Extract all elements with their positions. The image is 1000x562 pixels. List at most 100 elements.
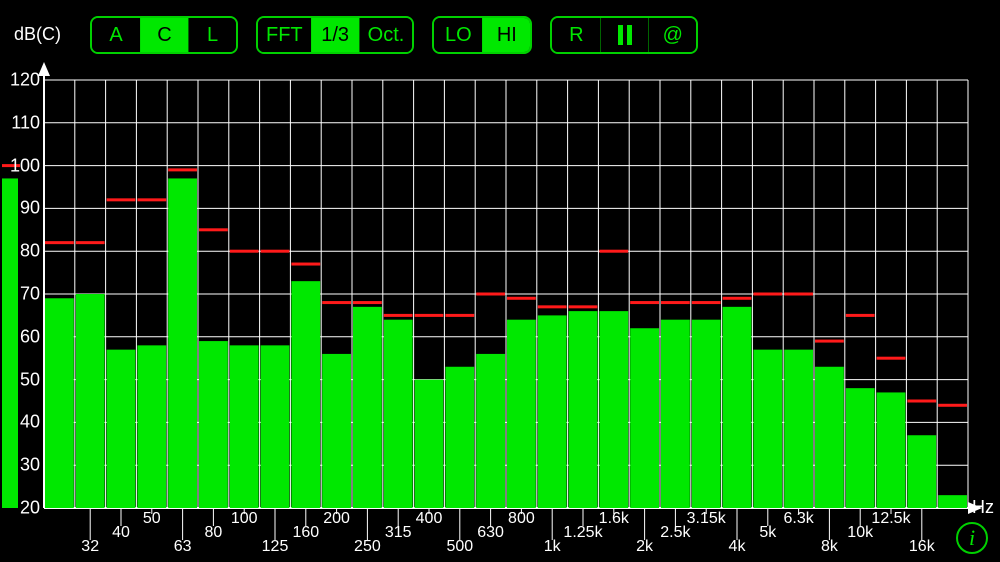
- range-lo[interactable]: LO: [434, 18, 482, 52]
- peak-4k: [723, 297, 752, 300]
- peak-1k: [538, 305, 567, 308]
- x-tick-3.15k: 3.15k: [687, 510, 726, 528]
- x-tick-32: 32: [81, 538, 99, 556]
- range-group: LOHI: [432, 16, 532, 54]
- bar-8k: [815, 367, 844, 508]
- x-tick-16k: 16k: [909, 538, 935, 556]
- x-tick-160: 160: [292, 524, 319, 542]
- y-tick-70: 70: [4, 284, 40, 305]
- x-tick-100: 100: [231, 510, 258, 528]
- peak-315: [384, 314, 413, 317]
- bar-630: [476, 354, 505, 508]
- range-hi[interactable]: HI: [482, 18, 530, 52]
- weighting-a[interactable]: A: [92, 18, 140, 52]
- x-tick-800: 800: [508, 510, 535, 528]
- x-tick-4k: 4k: [729, 538, 746, 556]
- bar-63: [168, 178, 197, 508]
- peak-400: [415, 314, 444, 317]
- x-tick-250: 250: [354, 538, 381, 556]
- peak-50: [137, 198, 166, 201]
- peak-500: [445, 314, 474, 317]
- bar-500: [445, 367, 474, 508]
- y-axis-label: dB(C): [14, 24, 61, 45]
- peak-630: [476, 293, 505, 296]
- x-tick-315: 315: [385, 524, 412, 542]
- snapshot-button[interactable]: @: [648, 18, 696, 52]
- bar-40: [107, 350, 136, 508]
- bar-1k: [538, 315, 567, 508]
- peak-6.3k: [784, 293, 813, 296]
- bar-1.25k: [569, 311, 598, 508]
- x-tick-630: 630: [477, 524, 504, 542]
- y-tick-20: 20: [4, 498, 40, 519]
- info-button[interactable]: i: [956, 522, 988, 554]
- peak-1.25k: [569, 305, 598, 308]
- y-tick-90: 90: [4, 198, 40, 219]
- peak-125: [261, 250, 290, 253]
- pause-icon: [616, 25, 634, 45]
- bar-32: [76, 294, 105, 508]
- weighting-c[interactable]: C: [140, 18, 188, 52]
- bar-250: [353, 307, 382, 508]
- bar-800: [507, 320, 536, 508]
- x-tick-6.3k: 6.3k: [783, 510, 813, 528]
- reset-button[interactable]: R: [552, 18, 600, 52]
- peak-20k: [938, 404, 967, 407]
- mode-group: FFT1/3Oct.: [256, 16, 414, 54]
- mode-third-octave[interactable]: 1/3: [311, 18, 359, 52]
- peak-2k: [630, 301, 659, 304]
- y-tick-80: 80: [4, 241, 40, 262]
- peak-250: [353, 301, 382, 304]
- bar-160: [291, 281, 320, 508]
- peak-100: [230, 250, 259, 253]
- y-tick-100: 100: [4, 155, 40, 176]
- bar-20k: [938, 495, 967, 508]
- peak-1.6k: [599, 250, 628, 253]
- bar-12.5k: [877, 392, 906, 508]
- weighting-l[interactable]: L: [188, 18, 236, 52]
- transport-group: R@: [550, 16, 698, 54]
- peak-5k: [753, 293, 782, 296]
- mode-fft[interactable]: FFT: [258, 18, 311, 52]
- bar-400: [415, 380, 444, 508]
- x-tick-1k: 1k: [544, 538, 561, 556]
- x-tick-5k: 5k: [759, 524, 776, 542]
- peak-40: [107, 198, 136, 201]
- x-tick-1.25k: 1.25k: [563, 524, 602, 542]
- peak-25: [45, 241, 74, 244]
- bar-10k: [846, 388, 875, 508]
- bar-125: [261, 345, 290, 508]
- bar-80: [199, 341, 228, 508]
- bar-4k: [723, 307, 752, 508]
- bar-3.15k: [692, 320, 721, 508]
- peak-160: [291, 263, 320, 266]
- x-tick-12.5k: 12.5k: [871, 510, 910, 528]
- x-tick-8k: 8k: [821, 538, 838, 556]
- pause-button[interactable]: [600, 18, 648, 52]
- y-tick-60: 60: [4, 326, 40, 347]
- x-tick-63: 63: [174, 538, 192, 556]
- bar-50: [137, 345, 166, 508]
- x-tick-400: 400: [416, 510, 443, 528]
- x-tick-1.6k: 1.6k: [599, 510, 629, 528]
- bar-2k: [630, 328, 659, 508]
- peak-200: [322, 301, 351, 304]
- x-tick-200: 200: [323, 510, 350, 528]
- x-tick-80: 80: [204, 524, 222, 542]
- peak-8k: [815, 340, 844, 343]
- peak-32: [76, 241, 105, 244]
- x-tick-500: 500: [446, 538, 473, 556]
- x-tick-10k: 10k: [847, 524, 873, 542]
- peak-16k: [907, 400, 936, 403]
- x-tick-40: 40: [112, 524, 130, 542]
- mode-octave[interactable]: Oct.: [359, 18, 413, 52]
- x-tick-2k: 2k: [636, 538, 653, 556]
- peak-63: [168, 168, 197, 171]
- x-tick-125: 125: [262, 538, 289, 556]
- bar-1.6k: [599, 311, 628, 508]
- bar-25: [45, 298, 74, 508]
- bar-5k: [753, 350, 782, 508]
- x-tick-50: 50: [143, 510, 161, 528]
- peak-12.5k: [877, 357, 906, 360]
- y-tick-50: 50: [4, 369, 40, 390]
